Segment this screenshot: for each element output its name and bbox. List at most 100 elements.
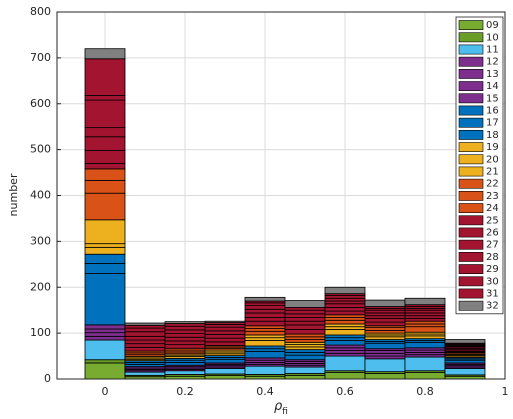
bar-segment	[164, 323, 206, 327]
bar-segment	[244, 334, 286, 339]
y-tick-label: 200	[30, 280, 51, 293]
y-axis-label: number	[7, 173, 20, 216]
bar-segment	[164, 336, 206, 342]
bar-segment	[204, 334, 246, 339]
bar-segment	[364, 312, 406, 317]
bar-segment	[404, 312, 446, 317]
legend-label: 11	[486, 45, 499, 56]
bar-segment	[324, 295, 366, 299]
bar-segment	[84, 335, 126, 341]
legend-swatch	[458, 264, 484, 274]
bar-segment	[284, 333, 326, 338]
legend-label: 30	[486, 276, 499, 287]
x-tick-label: 1	[502, 385, 509, 398]
bar-segment	[284, 329, 326, 335]
bar-segment	[364, 352, 406, 357]
bar-segment	[244, 296, 286, 302]
bar-segment	[284, 349, 326, 353]
x-tick-label: 0.6	[336, 385, 354, 398]
x-tick-label: 0	[102, 385, 109, 398]
bar-segment	[364, 321, 406, 327]
bar-segment	[244, 312, 286, 318]
legend-swatch	[458, 130, 484, 140]
legend-label: 17	[486, 118, 499, 129]
bar-segment	[244, 340, 286, 347]
legend-label: 27	[486, 240, 499, 251]
legend-label: 12	[486, 57, 499, 68]
bar-segment	[84, 168, 126, 181]
bar-segment	[284, 324, 326, 330]
bar-segment	[204, 326, 246, 332]
bar-segment	[244, 351, 286, 359]
bar-segment	[404, 372, 446, 380]
bar-segment	[164, 362, 206, 366]
bar-segment	[404, 320, 446, 325]
legend-label: 19	[486, 142, 499, 153]
bar-segment	[244, 320, 286, 327]
legend-label: 15	[486, 93, 499, 104]
y-tick-label: 600	[30, 97, 51, 110]
bar-segment	[204, 341, 246, 346]
bar-segment	[284, 309, 326, 315]
bar-segment	[324, 303, 366, 308]
legend-label: 10	[486, 32, 499, 43]
bar-segment	[124, 327, 166, 333]
bar-segment	[204, 324, 246, 328]
x-axis-label: ρfi	[274, 399, 288, 417]
bar-segment	[204, 368, 246, 375]
bar-segment	[284, 351, 326, 356]
bar-segment	[324, 307, 366, 312]
legend-label: 23	[486, 191, 499, 202]
legend-swatch	[458, 81, 484, 91]
bar-segment	[364, 309, 406, 314]
bar-segment	[324, 372, 366, 380]
bar-segment	[444, 368, 486, 376]
bar-segment	[324, 323, 366, 328]
bar-segment	[324, 350, 366, 354]
bar-segment	[324, 340, 366, 346]
x-tick-label: 0.8	[416, 385, 434, 398]
y-tick-label: 100	[30, 326, 51, 339]
legend-label: 13	[486, 69, 499, 80]
bar-segment	[284, 300, 326, 308]
bar-segment	[84, 192, 126, 221]
bar-segment	[124, 322, 166, 326]
bar-segment	[324, 326, 366, 330]
bar-segment	[364, 373, 406, 380]
bar-segment	[164, 340, 206, 345]
bar-segment	[404, 356, 446, 372]
legend-swatch	[458, 32, 484, 43]
bar-segment	[244, 365, 286, 375]
legend-swatch	[458, 44, 484, 55]
bar-segment	[84, 262, 126, 274]
bar-segment	[364, 327, 406, 331]
bar-segment	[284, 354, 326, 361]
bar-segment	[164, 325, 206, 331]
y-tick-label: 500	[30, 143, 51, 156]
bar-segment	[124, 331, 166, 337]
bar-segment	[84, 179, 126, 194]
bar-segment	[84, 99, 126, 129]
bar-segment	[244, 302, 286, 307]
bar-segment	[204, 320, 246, 323]
y-tick-label: 400	[30, 189, 51, 202]
bar-segment	[84, 219, 126, 245]
bar-segment	[244, 317, 286, 322]
legend-label: 31	[486, 289, 499, 300]
bar-segment	[324, 337, 366, 341]
bar-segment	[84, 324, 126, 330]
bar-segment	[404, 323, 446, 328]
bar-segment	[84, 48, 126, 60]
legend-swatch	[458, 20, 484, 30]
bar-segment	[404, 315, 446, 319]
x-tick-label: 0.4	[256, 385, 274, 398]
legend-swatch	[458, 56, 484, 67]
bar-segment	[324, 300, 366, 305]
bar-segment	[84, 362, 126, 380]
legend-label: 20	[486, 154, 499, 165]
bar-segment	[204, 374, 246, 380]
legend-label: 18	[486, 130, 499, 141]
bar-segment	[84, 162, 126, 170]
bar-segment	[164, 333, 206, 338]
bar-segment	[364, 299, 406, 307]
